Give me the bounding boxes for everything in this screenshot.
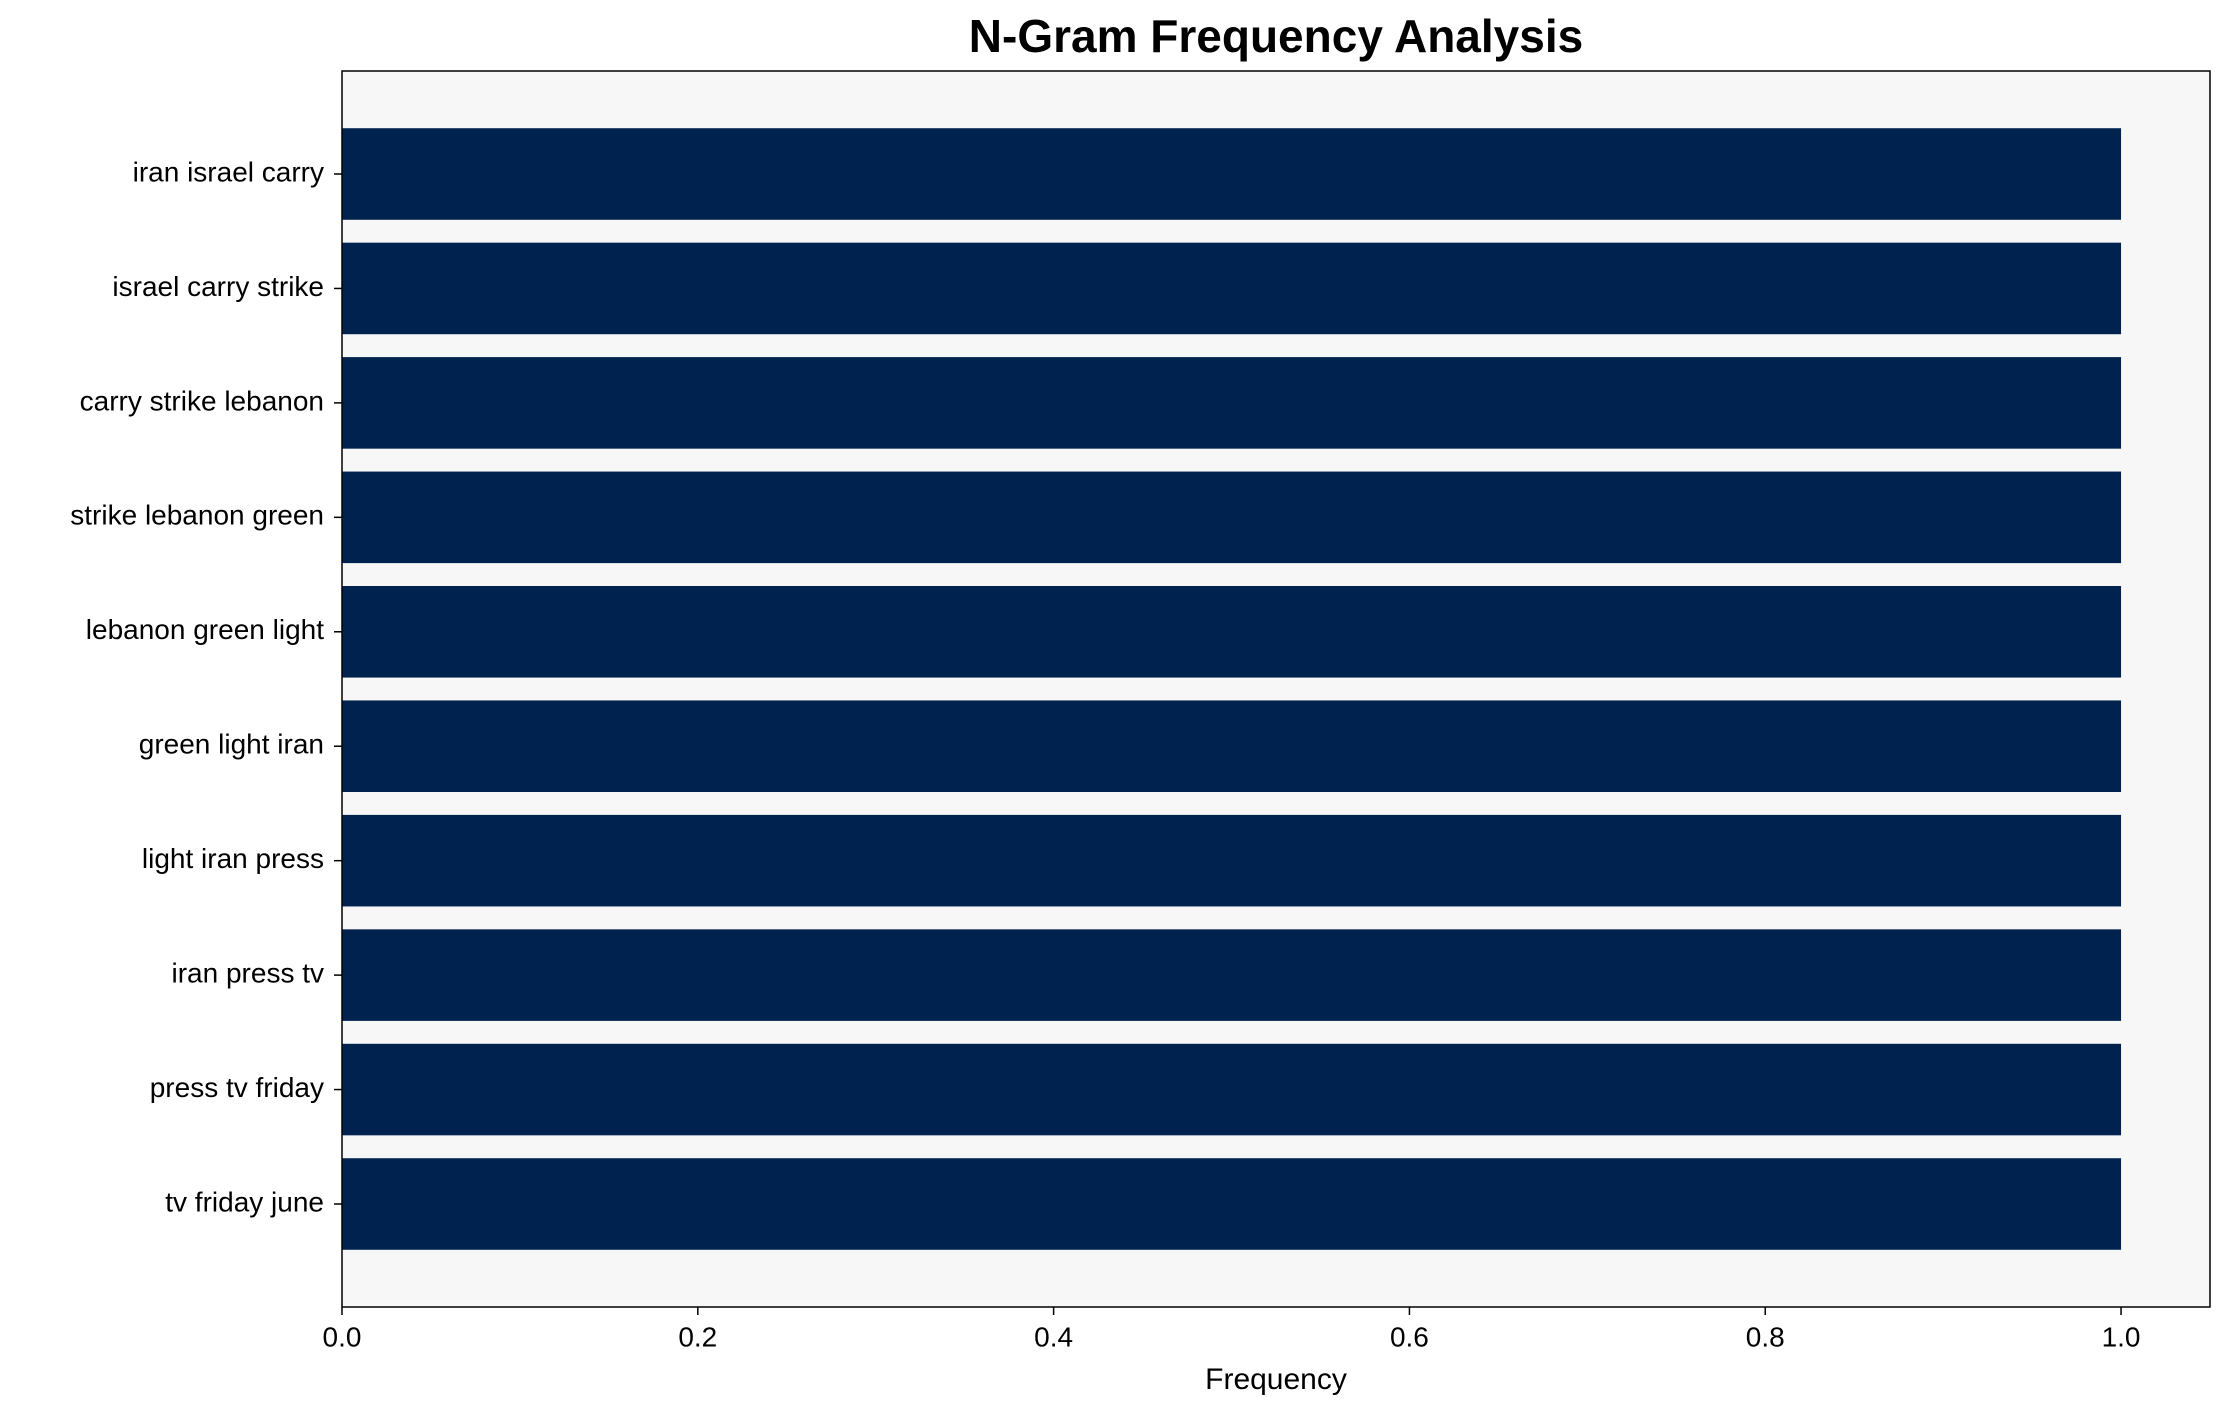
- bar: [342, 929, 2122, 1021]
- y-tick-label: green light iran: [139, 729, 324, 760]
- bar: [342, 471, 2122, 564]
- bar: [342, 1158, 2122, 1250]
- plot-frame: [341, 70, 2211, 1308]
- bar: [342, 357, 2122, 449]
- bar: [342, 242, 2122, 335]
- x-tick-label: 0.4: [1034, 1321, 1073, 1352]
- chart-title: N-Gram Frequency Analysis: [969, 10, 1583, 62]
- bar: [342, 700, 2122, 792]
- x-tick-label: 0.8: [1746, 1321, 1785, 1352]
- x-tick-label: 1.0: [2102, 1321, 2141, 1352]
- y-tick-label: carry strike lebanon: [80, 385, 324, 416]
- x-axis-label: Frequency: [1205, 1363, 1347, 1396]
- x-tick-label: 0.6: [1390, 1321, 1429, 1352]
- y-tick-label: israel carry strike: [112, 271, 324, 302]
- y-tick-label: light iran press: [142, 843, 324, 874]
- y-tick-label: press tv friday: [150, 1072, 324, 1103]
- y-tick-label: iran israel carry: [133, 156, 324, 187]
- bar: [342, 814, 2122, 907]
- y-tick-label: lebanon green light: [86, 614, 324, 645]
- bar: [342, 586, 2122, 678]
- x-tick-label: 0.0: [323, 1321, 362, 1352]
- y-tick-label: iran press tv: [172, 958, 325, 989]
- bar: [342, 1043, 2122, 1136]
- x-tick-label: 0.2: [678, 1321, 717, 1352]
- y-tick-label: strike lebanon green: [70, 500, 324, 531]
- y-tick-label: tv friday june: [165, 1186, 324, 1217]
- bar: [342, 128, 2122, 220]
